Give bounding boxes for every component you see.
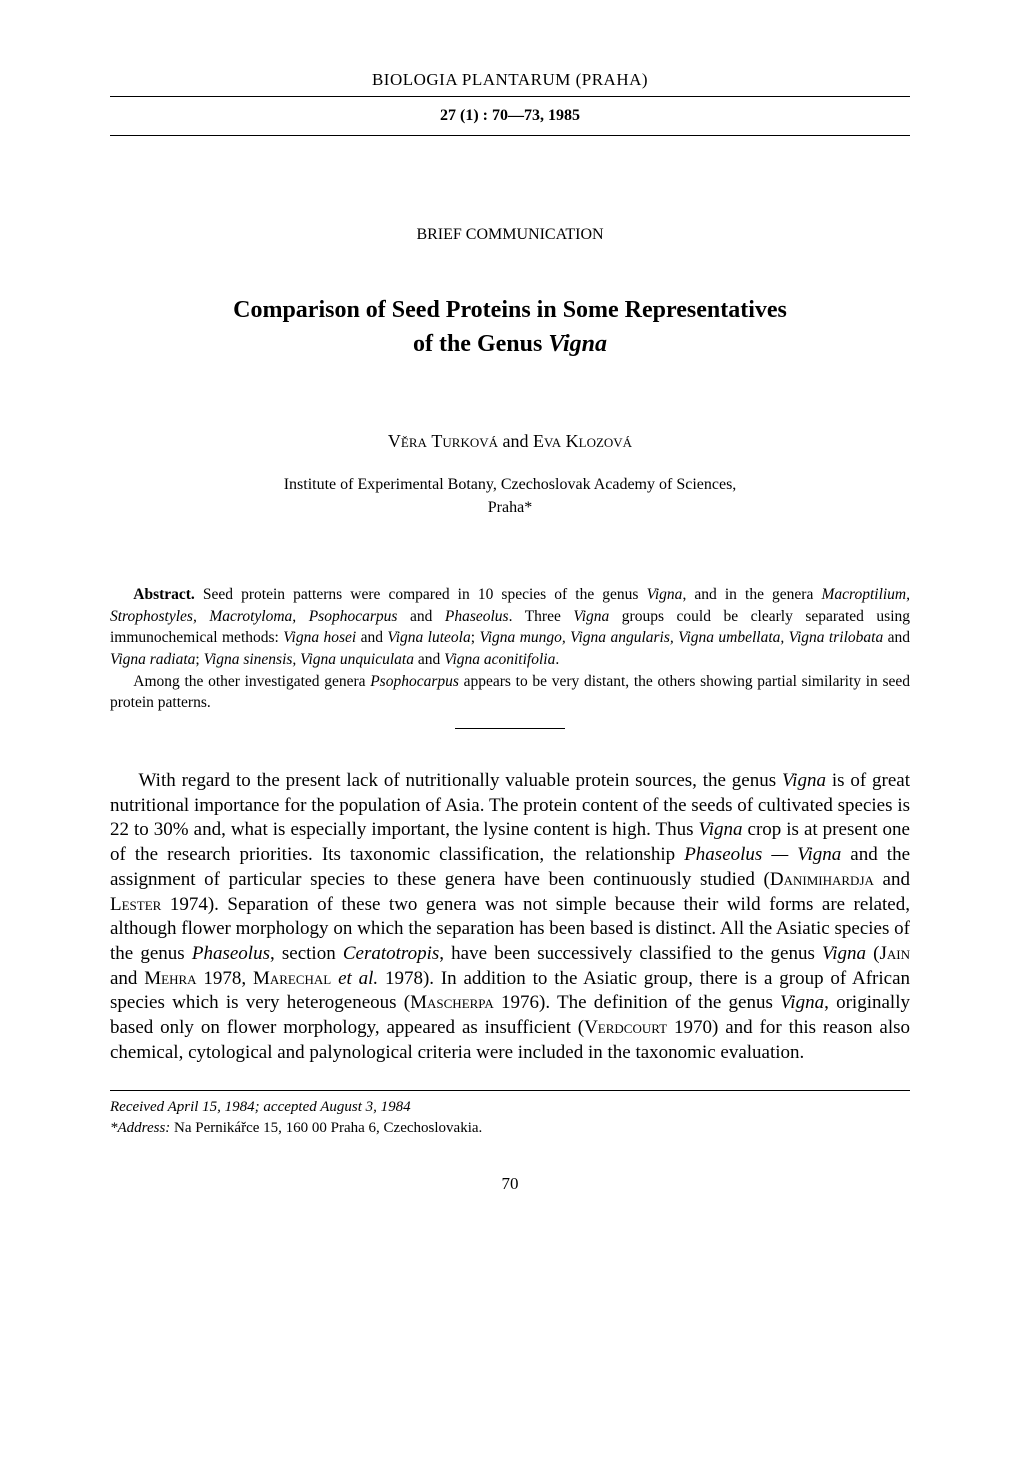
body-sc5: Marechal <box>253 968 331 989</box>
title-line1: Comparison of Seed Proteins in Some Repr… <box>233 297 787 323</box>
volume-info: 27 (1) : 70—73, 1985 <box>110 97 910 135</box>
abstract-p2i1: Psophocarpus <box>370 673 459 690</box>
body-i8: Vigna <box>780 992 824 1013</box>
body-sc1: Danimihardja <box>770 869 874 890</box>
body-sc4: Mehra <box>144 968 196 989</box>
affiliation: Institute of Experimental Botany, Czecho… <box>110 474 910 519</box>
body-t1: With regard to the present lack of nutri… <box>139 770 782 791</box>
abstract-t1: Seed protein patterns were compared in 1… <box>195 586 647 603</box>
title-genus: Vigna <box>548 331 607 357</box>
footnote-rule <box>110 1090 910 1091</box>
abstract-t3: and <box>397 608 444 625</box>
abstract-t4: . Three <box>509 608 574 625</box>
body-i6: Vigna <box>822 943 866 964</box>
article-title: Comparison of Seed Proteins in Some Repr… <box>110 294 910 361</box>
footnote-received: Received April 15, 1984; accepted August… <box>110 1099 411 1115</box>
authors: Věra Turková and Eva Klozová <box>110 431 910 452</box>
abstract-t11: . <box>555 651 559 668</box>
body-i4: Phaseolus <box>192 943 270 964</box>
abstract-i4: Vigna <box>573 608 609 625</box>
page-number: 70 <box>110 1174 910 1194</box>
abstract-t6: and <box>356 629 387 646</box>
affiliation-line2: Praha* <box>488 499 532 516</box>
author1-last: Turková <box>431 431 498 451</box>
abstract-t2: , and in the genera <box>682 586 821 603</box>
author1-first: Věra <box>388 431 427 451</box>
body-i3: Phaseolus — Vigna <box>684 844 841 865</box>
body-i1: Vigna <box>782 770 826 791</box>
header-rule-bottom <box>110 135 910 136</box>
abstract-i3: Phaseolus <box>445 608 509 625</box>
body-t14: 1976). The definition of the genus <box>494 992 780 1013</box>
body-text: With regard to the present lack of nutri… <box>110 769 910 1065</box>
body-t7: , section <box>270 943 343 964</box>
body-i2: Vigna <box>699 819 743 840</box>
journal-name: BIOLOGIA PLANTARUM (PRAHA) <box>110 70 910 90</box>
footnotes: Received April 15, 1984; accepted August… <box>110 1097 910 1139</box>
body-i5: Ceratotropis <box>343 943 439 964</box>
section-label: BRIEF COMMUNICATION <box>110 226 910 244</box>
author-connector: and <box>498 431 533 451</box>
body-t5: and <box>874 869 910 890</box>
abstract-i1: Vigna <box>647 586 683 603</box>
abstract-i5: Vigna hosei <box>283 629 356 646</box>
abstract-label: Abstract. <box>133 586 195 603</box>
body-sc7: Verdcourt <box>584 1017 667 1038</box>
abstract: Abstract. Seed protein patterns were com… <box>110 584 910 714</box>
abstract-i8: Vigna radiata <box>110 651 195 668</box>
abstract-i6: Vigna luteola <box>387 629 470 646</box>
abstract-t9: ; <box>195 651 203 668</box>
body-sc3: Jain <box>880 943 911 964</box>
abstract-i10: Vigna aconitifolia <box>444 651 555 668</box>
body-t10: and <box>110 968 144 989</box>
body-t9: ( <box>866 943 879 964</box>
body-t8: , have been successively classified to t… <box>439 943 822 964</box>
abstract-t10: and <box>414 651 444 668</box>
abstract-t8: and <box>883 629 910 646</box>
affiliation-line1: Institute of Experimental Botany, Czecho… <box>284 476 737 493</box>
title-line2-prefix: of the Genus <box>413 331 548 357</box>
abstract-i7: Vigna mungo, Vigna angularis, Vigna umbe… <box>479 629 883 646</box>
body-sc2: Lester <box>110 894 161 915</box>
body-sc6: Mascherpa <box>410 992 494 1013</box>
footnote-address-label: *Address: <box>110 1120 170 1136</box>
abstract-i9: Vigna sinensis, Vigna unquiculata <box>204 651 414 668</box>
body-i7: et al. <box>338 968 378 989</box>
abstract-p2t1: Among the other investigated genera <box>133 673 370 690</box>
body-t11: 1978, <box>197 968 253 989</box>
author2-first: Eva <box>533 431 561 451</box>
author2-last: Klozová <box>566 431 632 451</box>
footnote-address: Na Pernikářce 15, 160 00 Praha 6, Czecho… <box>170 1120 482 1136</box>
abstract-divider <box>455 728 565 729</box>
